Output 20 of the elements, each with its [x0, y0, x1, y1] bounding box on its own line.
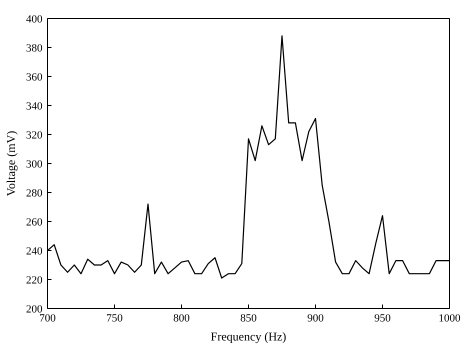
y-tick-label: 240	[26, 246, 43, 258]
y-tick-label: 280	[26, 188, 43, 200]
y-axis-title: Voltage (mV)	[4, 130, 18, 196]
x-tick-label: 950	[374, 312, 392, 324]
x-axis-title: Frequency (Hz)	[210, 330, 286, 344]
y-tick-label: 400	[26, 14, 43, 26]
x-tick-label: 750	[106, 312, 124, 324]
x-tick-label: 700	[39, 312, 56, 324]
x-tick-label: 900	[307, 312, 324, 324]
y-tick-label: 380	[26, 42, 43, 54]
x-tick-label: 800	[173, 312, 190, 324]
y-tick-label: 300	[26, 158, 43, 170]
y-tick-label: 340	[26, 100, 43, 112]
x-tick-label: 850	[240, 312, 258, 324]
y-tick-label: 200	[26, 304, 43, 316]
x-tick-label: 1000	[438, 312, 461, 324]
y-tick-label: 360	[26, 72, 43, 84]
y-tick-label: 320	[26, 130, 43, 142]
y-tick-label: 260	[26, 216, 43, 228]
y-tick-label: 220	[26, 274, 43, 286]
